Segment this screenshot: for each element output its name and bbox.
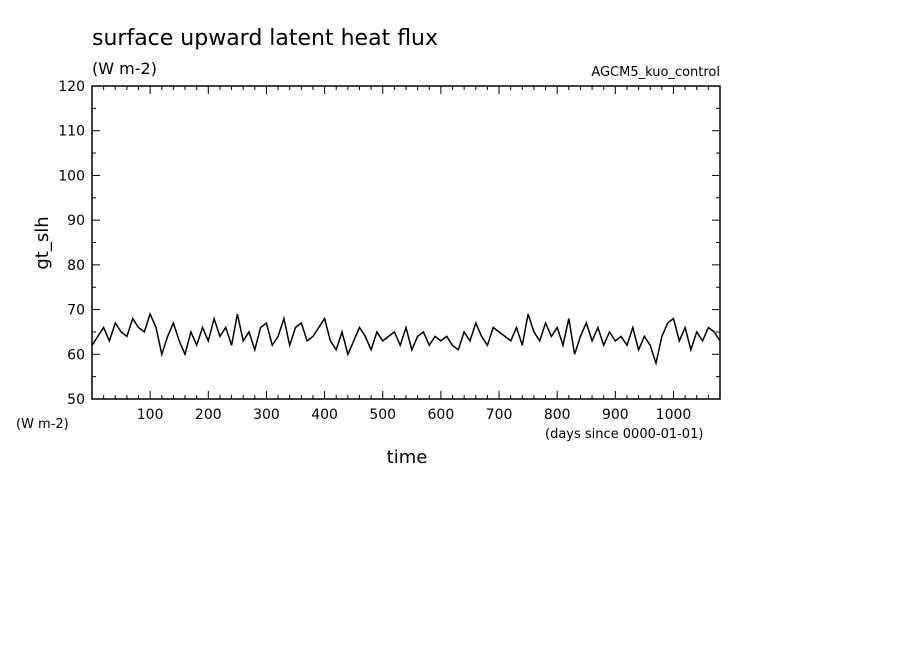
- chart-title: surface upward latent heat flux: [92, 26, 438, 51]
- y-axis-label: gt_slh: [32, 216, 53, 269]
- x-tick-label: 800: [544, 407, 571, 423]
- y-tick-label: 120: [58, 79, 85, 95]
- x-tick-label: 200: [195, 407, 222, 423]
- x-tick-label: 100: [137, 407, 164, 423]
- x-tick-label: 1000: [656, 407, 692, 423]
- y-tick-label: 50: [67, 392, 85, 408]
- series-line: [91, 311, 721, 367]
- x-tick-label: 300: [253, 407, 280, 423]
- x-tick-label: 500: [369, 407, 396, 423]
- x-tick-label: 600: [428, 407, 455, 423]
- axis-ticks: [92, 85, 720, 400]
- y-tick-label: 90: [67, 213, 85, 229]
- y-tick-label: 80: [67, 258, 85, 274]
- y-tick-label: 100: [58, 168, 85, 184]
- x-tick-label: 400: [311, 407, 338, 423]
- y-tick-label: 110: [58, 124, 85, 140]
- x-axis-label: time: [387, 447, 428, 468]
- x-tick-labels: 100 200 300 400 500 600 700 800 900 1000: [137, 407, 692, 423]
- x-axis-units: (days since 0000-01-01): [545, 427, 703, 442]
- y-tick-label: 60: [67, 347, 85, 363]
- y-tick-label: 70: [67, 303, 85, 319]
- x-tick-label: 700: [486, 407, 513, 423]
- experiment-label: AGCM5_kuo_control: [591, 65, 720, 80]
- y-axis-units: (W m-2): [16, 417, 69, 432]
- chart-subtitle: (W m-2): [92, 59, 157, 78]
- x-tick-label: 900: [602, 407, 629, 423]
- y-tick-labels: 50 60 70 80 90 100 110 120: [58, 79, 85, 408]
